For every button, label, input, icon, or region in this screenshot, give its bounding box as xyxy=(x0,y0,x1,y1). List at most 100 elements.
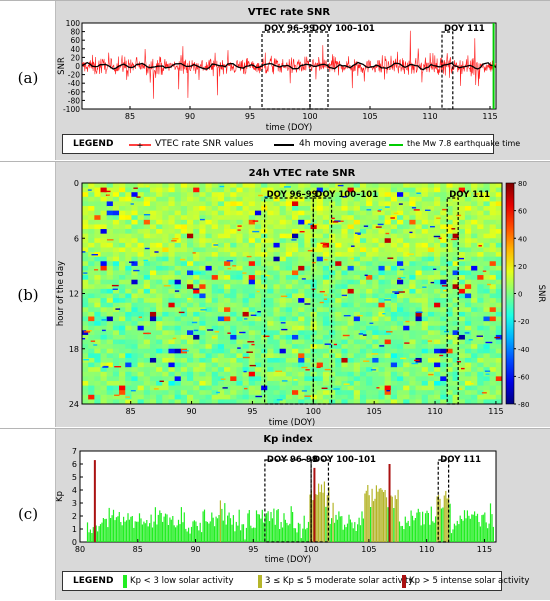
heatmap-cell xyxy=(106,256,114,262)
heatmap-cell xyxy=(100,394,108,400)
heatmap-cell xyxy=(452,390,460,396)
kp-bar xyxy=(326,495,328,542)
heatmap-cell xyxy=(372,293,379,299)
heatmap-cell xyxy=(427,339,435,345)
heatmap-cell xyxy=(236,321,243,327)
heatmap-cell xyxy=(366,238,373,244)
kp-bar xyxy=(112,509,115,542)
heatmap-streak xyxy=(405,320,410,323)
heatmap-cell xyxy=(211,390,219,396)
heatmap-cell xyxy=(452,206,460,212)
heatmap-cell xyxy=(82,362,89,368)
heatmap-cell xyxy=(143,275,151,281)
kp-bar xyxy=(95,525,97,542)
heatmap-cell xyxy=(205,311,213,317)
heatmap-cell xyxy=(335,192,342,198)
heatmap-cell xyxy=(347,192,355,198)
heatmap-cell xyxy=(248,394,256,400)
heatmap-cell xyxy=(119,229,126,235)
heatmap-cell xyxy=(421,330,429,336)
heatmap-cell xyxy=(180,380,188,386)
heatmap-cell xyxy=(489,390,497,396)
heatmap-streak xyxy=(350,257,355,260)
kp-bar xyxy=(316,494,318,542)
heatmap-cell xyxy=(378,238,386,244)
heatmap-cell xyxy=(230,390,237,396)
heatmap-cell xyxy=(477,380,484,386)
heatmap-cell xyxy=(180,201,188,207)
heatmap-cell xyxy=(335,298,342,304)
heatmap-cell xyxy=(304,394,311,400)
heatmap-cell xyxy=(224,247,231,253)
heatmap-cell xyxy=(471,385,478,391)
heatmap-cell xyxy=(211,196,219,202)
heatmap-streak xyxy=(101,319,108,321)
kp-bar xyxy=(439,498,441,542)
heatmap-cell xyxy=(341,385,348,391)
heatmap-cell xyxy=(415,219,423,225)
heatmap-cell xyxy=(131,325,138,331)
heatmap-cell xyxy=(267,302,274,308)
heatmap-cell xyxy=(205,321,213,327)
kp-bar xyxy=(276,510,278,542)
kp-bar xyxy=(133,527,135,542)
heatmap-cell xyxy=(285,293,293,299)
heatmap-cell xyxy=(495,399,503,405)
heatmap-cell xyxy=(174,353,182,359)
heatmap-cell xyxy=(483,362,491,368)
kp-bar xyxy=(170,519,172,542)
heatmap-cell xyxy=(471,210,478,216)
heatmap-cell xyxy=(180,321,188,327)
heatmap-cell xyxy=(304,362,311,368)
heatmap-cell xyxy=(329,265,336,271)
heatmap-cell xyxy=(298,201,305,207)
heatmap-cell xyxy=(180,298,188,304)
heatmap-cell xyxy=(471,252,478,258)
heatmap-cell xyxy=(304,224,311,230)
heatmap-cell xyxy=(137,201,145,207)
heatmap-cell xyxy=(415,252,423,258)
heatmap-cell xyxy=(242,252,250,258)
heatmap-cell xyxy=(353,298,361,304)
kp-bar xyxy=(245,527,247,542)
heatmap-cell xyxy=(434,348,441,354)
heatmap-cell xyxy=(187,252,194,258)
heatmap-cell xyxy=(143,210,151,216)
heatmap-streak xyxy=(232,265,237,267)
heatmap-cell xyxy=(403,206,410,212)
heatmap-streak xyxy=(319,291,325,293)
heatmap-cell xyxy=(125,293,132,299)
heatmap-cell xyxy=(174,348,182,354)
heatmap-streak xyxy=(237,225,242,227)
heatmap-cell xyxy=(421,265,429,271)
heatmap-cell xyxy=(477,344,484,350)
heatmap-cell xyxy=(477,321,484,327)
heatmap-cell xyxy=(94,385,101,391)
heatmap-cell xyxy=(267,242,274,248)
heatmap-cell xyxy=(180,210,188,216)
heatmap-cell xyxy=(378,390,386,396)
heatmap-cell xyxy=(477,390,484,396)
heatmap-cell xyxy=(440,311,447,317)
heatmap-cell xyxy=(421,334,429,340)
heatmap-streak xyxy=(246,351,253,353)
heatmap-cell xyxy=(137,229,145,235)
heatmap-cell xyxy=(347,362,355,368)
heatmap-cell xyxy=(285,371,293,377)
heatmap-cell xyxy=(310,206,318,212)
heatmap-cell xyxy=(316,247,324,253)
heatmap-cell xyxy=(384,284,392,290)
kp-bar xyxy=(248,510,250,542)
kp-bar xyxy=(134,521,136,542)
heatmap-cell xyxy=(82,321,89,327)
heatmap-cell xyxy=(353,229,361,235)
kp-bar xyxy=(267,511,269,542)
heatmap-cell xyxy=(421,390,429,396)
heatmap-cell xyxy=(94,302,101,308)
heatmap-cell xyxy=(224,339,231,345)
heatmap-cell xyxy=(285,261,293,267)
heatmap-cell xyxy=(254,307,262,313)
kp-bar xyxy=(370,507,372,542)
heatmap-cell xyxy=(242,219,250,225)
kp-bar xyxy=(111,515,113,542)
